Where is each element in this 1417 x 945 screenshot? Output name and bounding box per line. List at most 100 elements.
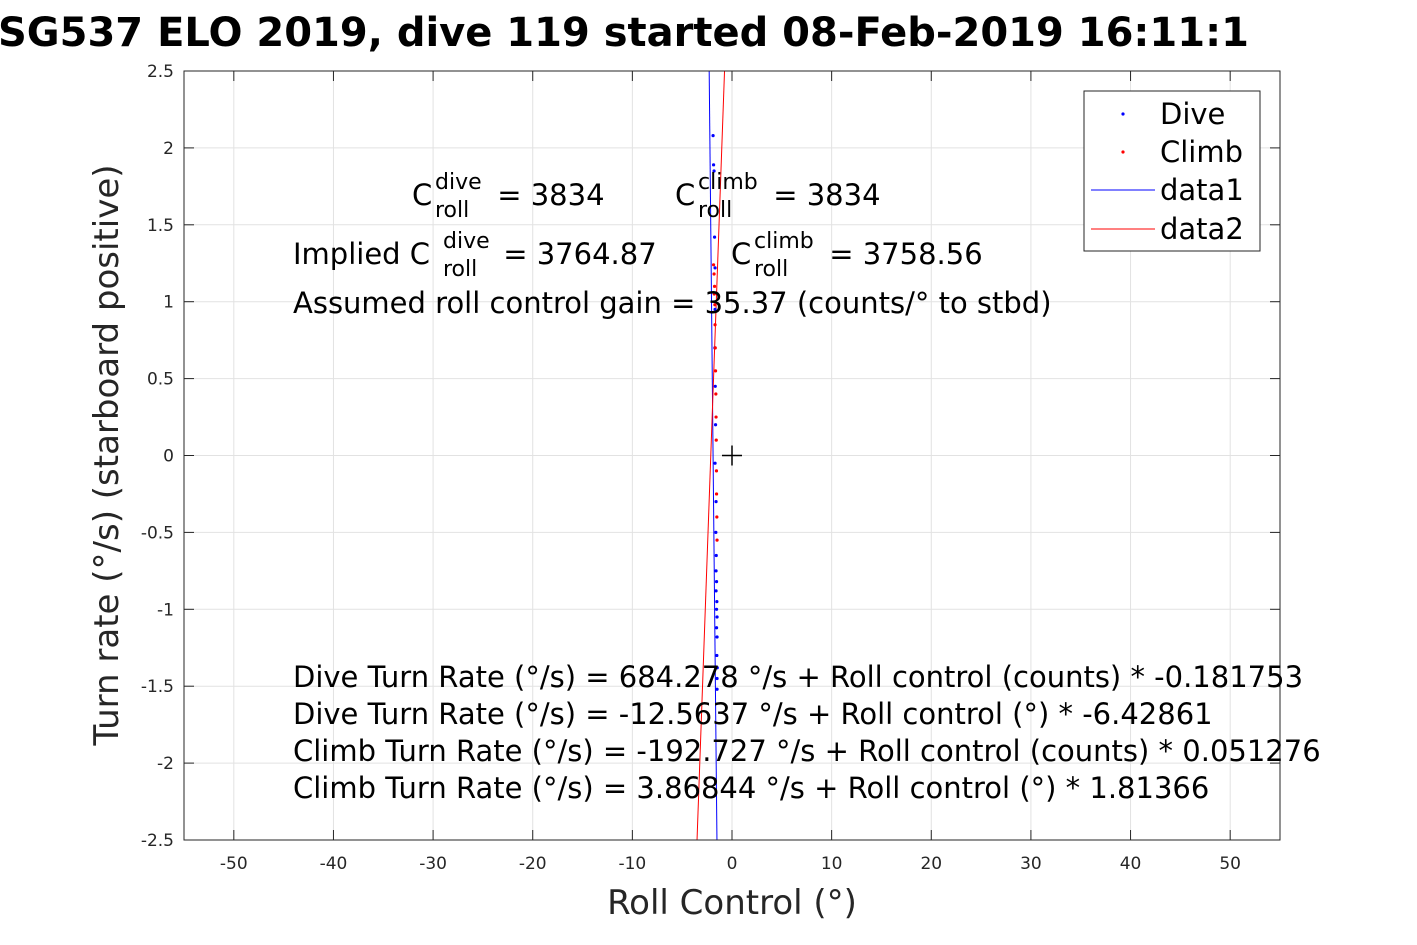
point-dive bbox=[713, 461, 717, 465]
x-tick-label: 10 bbox=[821, 854, 843, 874]
y-tick-label: -1.5 bbox=[141, 677, 174, 697]
point-dive bbox=[714, 530, 718, 535]
point-dive bbox=[715, 687, 719, 691]
point-dive bbox=[715, 635, 719, 639]
y-tick-label: 0 bbox=[163, 447, 174, 467]
y-tick-label: 1 bbox=[163, 293, 174, 313]
point-dive bbox=[714, 500, 718, 504]
point-dive bbox=[714, 569, 718, 573]
annotation-implied: Implied C dive roll = 3764.87 C climb ro… bbox=[293, 229, 983, 282]
c-climb-value: = 3834 bbox=[764, 178, 881, 212]
y-tick-label: -1 bbox=[157, 600, 174, 620]
implied-climb-sub: roll bbox=[754, 257, 788, 282]
point-climb bbox=[711, 263, 716, 267]
point-dive bbox=[714, 580, 719, 584]
implied-climb-prefix: C bbox=[731, 237, 751, 271]
point-dive bbox=[715, 676, 719, 681]
x-tick-label: -20 bbox=[519, 854, 547, 874]
x-tick-label: -10 bbox=[618, 854, 646, 874]
y-tick-label: 1.5 bbox=[147, 216, 174, 236]
legend-label-data1: data1 bbox=[1160, 173, 1244, 207]
point-climb bbox=[713, 323, 717, 327]
point-climb bbox=[713, 369, 718, 373]
ticks: -50 -40 -30 -20 -10 0 10 20 30 40 50-2.5-2-1.5-1-0… bbox=[141, 62, 1280, 874]
x-tick-label: 0 bbox=[727, 854, 738, 874]
point-climb bbox=[712, 272, 716, 276]
legend: Dive Climb data1 data2 bbox=[1083, 90, 1261, 252]
point-dive bbox=[711, 133, 715, 138]
implied-prefix: Implied C bbox=[293, 237, 430, 271]
y-tick-label: -2.5 bbox=[141, 831, 174, 851]
point-climb bbox=[715, 515, 719, 519]
annotation-c-dive: C dive roll = 3834 bbox=[412, 170, 605, 223]
point-dive bbox=[712, 235, 717, 239]
annotation-c-climb: C climb roll = 3834 bbox=[675, 170, 881, 223]
x-tick-label: -50 bbox=[220, 854, 248, 874]
y-axis-label: Turn rate (°/s) (starboard positive) bbox=[87, 164, 127, 746]
c-dive-sub: roll bbox=[435, 198, 469, 223]
x-tick-label: -30 bbox=[419, 854, 447, 874]
implied-climb-sup: climb bbox=[754, 229, 814, 254]
y-tick-label: 0.5 bbox=[147, 370, 174, 390]
point-climb bbox=[712, 292, 716, 296]
legend-label-data2: data2 bbox=[1160, 212, 1244, 246]
x-tick-label: 30 bbox=[1020, 854, 1042, 874]
x-tick-label: -40 bbox=[320, 854, 348, 874]
chart-title: SG537 ELO 2019, dive 119 started 08-Feb-… bbox=[0, 10, 1249, 56]
y-tick-label: 2 bbox=[163, 139, 174, 159]
point-dive bbox=[714, 626, 719, 630]
point-dive bbox=[715, 600, 719, 604]
point-dive bbox=[715, 666, 719, 670]
point-dive bbox=[714, 589, 718, 593]
legend-label-dive: Dive bbox=[1160, 97, 1225, 131]
x-tick-label: 20 bbox=[920, 854, 942, 874]
legend-box bbox=[1083, 90, 1261, 252]
point-dive bbox=[713, 266, 717, 270]
point-climb bbox=[712, 284, 717, 288]
point-dive bbox=[713, 307, 717, 311]
x-axis-label: Roll Control (°) bbox=[607, 883, 857, 923]
gain-annotation: Assumed roll control gain = 35.37 (count… bbox=[293, 286, 1052, 320]
implied-dive-sub: roll bbox=[443, 257, 477, 282]
legend-marker-dive bbox=[1121, 112, 1125, 116]
c-dive-value: = 3834 bbox=[488, 178, 605, 212]
y-tick-label: -2 bbox=[157, 754, 174, 774]
x-tick-label: 50 bbox=[1219, 854, 1241, 874]
point-dive bbox=[713, 423, 718, 427]
point-dive bbox=[714, 553, 718, 558]
point-dive bbox=[715, 653, 719, 658]
legend-marker-climb bbox=[1121, 150, 1125, 154]
implied-climb-value: = 3758.56 bbox=[820, 237, 983, 271]
point-dive bbox=[713, 384, 717, 388]
fit-line-dive-counts: Dive Turn Rate (°/s) = 684.278 °/s + Rol… bbox=[293, 660, 1303, 694]
point-climb bbox=[714, 492, 719, 496]
point-dive bbox=[714, 607, 719, 611]
c-climb-prefix: C bbox=[675, 178, 695, 212]
fit-line-dive-degrees: Dive Turn Rate (°/s) = -12.5637 °/s + Ro… bbox=[293, 697, 1213, 731]
data-layer bbox=[696, 70, 742, 841]
x-tick-label: 40 bbox=[1120, 854, 1142, 874]
point-climb bbox=[714, 469, 719, 473]
point-dive bbox=[711, 163, 716, 167]
c-dive-sup: dive bbox=[435, 170, 482, 195]
point-dive bbox=[715, 615, 719, 619]
point-climb bbox=[713, 303, 717, 307]
implied-dive-value: = 3764.87 bbox=[494, 237, 657, 271]
y-tick-label: -0.5 bbox=[141, 523, 174, 543]
fit-equations: Dive Turn Rate (°/s) = 684.278 °/s + Rol… bbox=[293, 660, 1321, 805]
fit-line-data2 bbox=[696, 70, 726, 841]
fit-line-data1 bbox=[708, 70, 718, 841]
point-climb bbox=[714, 392, 718, 396]
point-climb bbox=[713, 346, 717, 350]
fit-line-climb-counts: Climb Turn Rate (°/s) = -192.727 °/s + R… bbox=[293, 734, 1321, 768]
y-tick-label: 2.5 bbox=[147, 62, 174, 82]
point-climb bbox=[714, 438, 718, 442]
c-climb-sup: climb bbox=[698, 170, 758, 195]
point-dive bbox=[712, 169, 716, 173]
c-climb-sub: roll bbox=[698, 198, 732, 223]
point-climb bbox=[715, 538, 719, 542]
point-climb bbox=[714, 415, 718, 419]
implied-dive-sup: dive bbox=[443, 229, 490, 254]
c-dive-prefix: C bbox=[412, 178, 432, 212]
